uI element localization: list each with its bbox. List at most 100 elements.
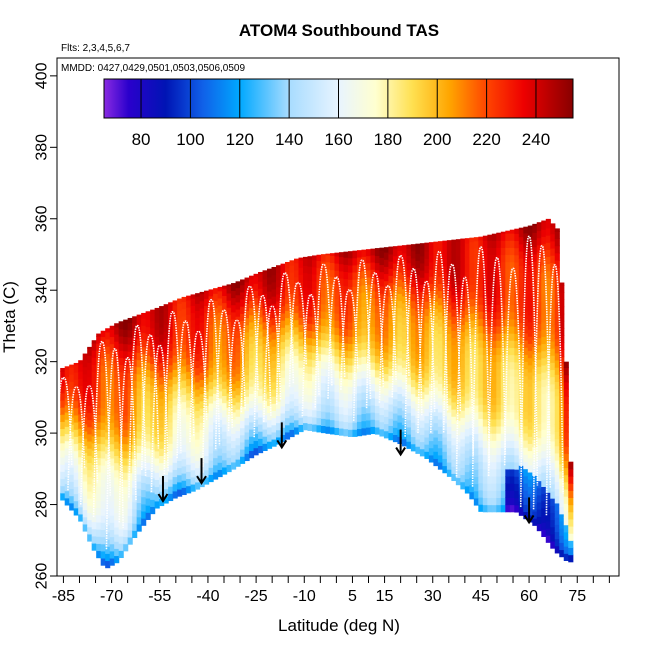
heatmap-cell	[419, 243, 425, 250]
heatmap-cell	[550, 362, 556, 371]
heatmap-cell	[280, 434, 286, 443]
heatmap-cell	[235, 373, 241, 382]
heatmap-cell	[541, 407, 547, 416]
heatmap-cell	[276, 265, 282, 274]
heatmap-cell	[150, 309, 156, 315]
heatmap-cell	[410, 429, 416, 438]
heatmap-cell	[280, 362, 286, 371]
heatmap-cell	[136, 373, 142, 382]
heatmap-cell	[114, 341, 120, 349]
heatmap-cell	[271, 288, 277, 297]
heatmap-cell	[527, 429, 533, 437]
heatmap-cell	[258, 281, 264, 289]
heatmap-cell	[109, 350, 115, 359]
heatmap-cell	[271, 360, 277, 369]
heatmap-cell	[303, 301, 309, 309]
heatmap-cell	[514, 354, 520, 363]
heatmap-cell	[325, 304, 331, 313]
heatmap-cell	[437, 419, 443, 427]
heatmap-cell	[172, 433, 178, 442]
heatmap-cell	[469, 327, 475, 336]
heatmap-cell	[424, 401, 430, 409]
heatmap-cell	[361, 299, 367, 307]
heatmap-cell	[87, 498, 93, 506]
heatmap-cell	[100, 450, 106, 459]
heatmap-cell	[244, 446, 250, 454]
heatmap-cell	[145, 497, 151, 506]
heatmap-cell	[365, 369, 372, 378]
heatmap-cell	[401, 302, 408, 311]
heatmap-cell	[451, 251, 457, 260]
heatmap-cell	[118, 400, 124, 408]
heatmap-cell	[550, 333, 556, 342]
heatmap-cell	[415, 417, 421, 426]
heatmap-cell	[347, 257, 354, 266]
heatmap-cell	[329, 276, 336, 285]
heatmap-cell	[78, 442, 84, 451]
heatmap-cell	[82, 366, 88, 375]
heatmap-cell	[446, 254, 452, 263]
heatmap-cell	[78, 378, 84, 386]
heatmap-cell	[96, 479, 102, 487]
heatmap-cell	[316, 267, 322, 276]
heatmap-cell	[213, 436, 219, 444]
heatmap-cell	[195, 403, 201, 412]
heatmap-cell	[271, 346, 277, 354]
heatmap-cell	[424, 351, 430, 359]
heatmap-cell	[550, 348, 556, 356]
heatmap-cell	[361, 349, 367, 357]
flight-track	[487, 257, 507, 476]
heatmap-cell	[415, 260, 421, 269]
heatmap-cell	[410, 279, 416, 288]
flight-track	[288, 281, 308, 387]
heatmap-cell	[374, 248, 381, 257]
heatmap-cell	[523, 511, 529, 520]
heatmap-cell	[383, 294, 390, 303]
heatmap-cell	[262, 270, 268, 273]
heatmap-cell	[285, 396, 291, 404]
heatmap-cell	[347, 336, 354, 345]
heatmap-cell	[145, 362, 151, 370]
heatmap-cell	[258, 316, 264, 325]
heatmap-cell	[271, 353, 277, 361]
heatmap-cell	[500, 425, 506, 434]
heatmap-cell	[563, 531, 569, 540]
heatmap-cell	[181, 430, 187, 438]
heatmap-cell	[514, 497, 520, 506]
heatmap-cell	[446, 369, 452, 377]
heatmap-cell	[523, 482, 529, 491]
heatmap-cell	[460, 331, 466, 340]
heatmap-cell	[536, 223, 542, 232]
heatmap-cell	[132, 344, 138, 353]
heatmap-cell	[307, 401, 313, 410]
heatmap-cell	[226, 450, 232, 458]
heatmap-cell	[64, 412, 70, 420]
colorbar-tick-label: 240	[522, 130, 550, 149]
heatmap-cell	[356, 421, 363, 430]
heatmap-cell	[186, 435, 192, 444]
heatmap-cell	[401, 402, 408, 411]
heatmap-cell	[82, 438, 88, 446]
heatmap-cell	[505, 290, 511, 298]
heatmap-cell	[532, 325, 538, 333]
heatmap-cell	[298, 302, 304, 311]
heatmap-cell	[392, 320, 399, 328]
heatmap-cell	[294, 419, 300, 428]
heatmap-cell	[500, 390, 506, 398]
heatmap-cell	[271, 274, 277, 283]
heatmap-cell	[365, 312, 372, 321]
heatmap-cell	[514, 233, 520, 242]
heatmap-cell	[419, 412, 425, 421]
heatmap-cell	[541, 264, 547, 273]
heatmap-cell	[523, 361, 529, 370]
flight-track	[519, 235, 539, 507]
heatmap-cell	[406, 276, 412, 285]
heatmap-cell	[244, 453, 250, 462]
heatmap-cell	[240, 449, 246, 457]
heatmap-cell	[415, 331, 421, 340]
heatmap-cell	[213, 471, 219, 480]
heatmap-cell	[280, 298, 286, 307]
heatmap-cell	[514, 469, 520, 477]
heatmap-cell	[491, 283, 497, 291]
heatmap-cell	[204, 369, 210, 378]
